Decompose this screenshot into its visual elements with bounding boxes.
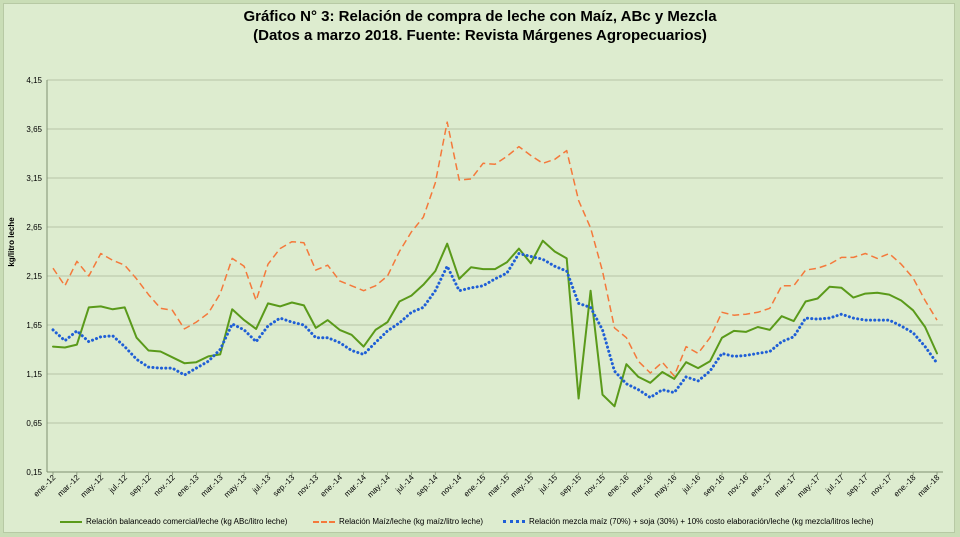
legend-label-mezcla: Relación mezcla maíz (70%) + soja (30%) …	[529, 517, 874, 526]
x-tick-label: may.-16	[652, 473, 679, 500]
x-tick-label: nov.-17	[869, 473, 894, 498]
x-tick-label: ene.-16	[605, 473, 631, 499]
x-tick-label: mar.-12	[56, 473, 82, 499]
x-tick-label: mar.-17	[773, 473, 799, 499]
x-tick-label: sep.-14	[414, 473, 440, 499]
series-line-2	[52, 121, 938, 377]
y-axis-label: kg/litro leche	[7, 217, 16, 267]
legend-swatch-abc	[60, 520, 82, 523]
y-tick-label: 3,65	[26, 125, 42, 134]
x-tick-label: ene.-14	[319, 473, 345, 499]
x-tick-label: jul.-17	[823, 473, 846, 496]
y-tick-label: 2,15	[26, 272, 42, 281]
x-tick-label: ene.-18	[892, 473, 918, 499]
legend-item-maiz: Relación Maíz/leche (kg maíz/litro leche…	[313, 517, 483, 526]
y-tick-label: 3,15	[26, 174, 42, 183]
y-axis-ticks: 0,15 0,65 1,15 1,65 2,15 2,65 3,15 3,65 4,15	[26, 76, 42, 477]
y-tick-label: 1,65	[26, 321, 42, 330]
legend-label-maiz: Relación Maíz/leche (kg maíz/litro leche…	[339, 517, 484, 526]
x-tick-label: sep.-13	[271, 473, 297, 499]
x-tick-label: mar.-15	[486, 473, 512, 499]
y-tick-label: 0,15	[26, 468, 42, 477]
y-tick-label: 2,65	[26, 223, 42, 232]
x-tick-label: nov.-12	[152, 473, 177, 498]
y-tick-label: 0,65	[26, 419, 42, 428]
x-tick-label: ene.-13	[175, 473, 201, 499]
x-tick-label: may.-14	[366, 473, 393, 500]
legend-swatch-mezcla	[503, 520, 525, 523]
series-lines	[51, 121, 939, 408]
x-tick-label: nov.-14	[439, 473, 464, 498]
x-tick-label: ene.-15	[462, 473, 488, 499]
legend-swatch-maiz	[313, 520, 335, 523]
series-line-1	[52, 239, 938, 408]
x-tick-label: jul.-13	[250, 473, 273, 496]
gridlines	[46, 79, 943, 473]
x-tick-label: jul.-15	[537, 473, 560, 496]
x-tick-label: sep.-12	[128, 473, 154, 499]
y-tick-label: 1,15	[26, 370, 42, 379]
x-tick-label: mar.-18	[916, 473, 942, 499]
x-tick-label: ene.-17	[749, 473, 775, 499]
legend-item-abc: Relación balanceado comercial/leche (kg …	[60, 517, 287, 526]
x-tick-label: mar.-13	[199, 473, 225, 499]
y-tick-label: 4,15	[26, 76, 42, 85]
x-tick-label: may.-15	[509, 473, 536, 500]
x-tick-label: sep.-16	[701, 473, 727, 499]
series-line-3	[51, 252, 939, 399]
chart-title: Gráfico N° 3: Relación de compra de lech…	[243, 8, 717, 25]
legend-item-mezcla: Relación mezcla maíz (70%) + soja (30%) …	[503, 517, 874, 526]
x-tick-label: mar.-16	[629, 473, 655, 499]
x-tick-label: nov.-13	[295, 473, 320, 498]
x-tick-label: jul.-14	[393, 473, 416, 496]
x-tick-label: may.-17	[796, 473, 823, 500]
x-tick-label: jul.-12	[107, 473, 130, 496]
x-tick-label: may.-12	[79, 473, 106, 500]
legend-label-abc: Relación balanceado comercial/leche (kg …	[86, 517, 288, 526]
x-tick-label: may.-13	[222, 473, 249, 500]
x-tick-label: nov.-16	[725, 473, 750, 498]
x-tick-label: nov.-15	[582, 473, 607, 498]
x-tick-label: jul.-16	[680, 473, 703, 496]
x-tick-label: sep.-17	[845, 473, 871, 499]
x-tick-label: mar.-14	[342, 473, 368, 499]
x-tick-label: sep.-15	[558, 473, 584, 499]
chart-subtitle: (Datos a marzo 2018. Fuente: Revista Már…	[253, 27, 707, 44]
